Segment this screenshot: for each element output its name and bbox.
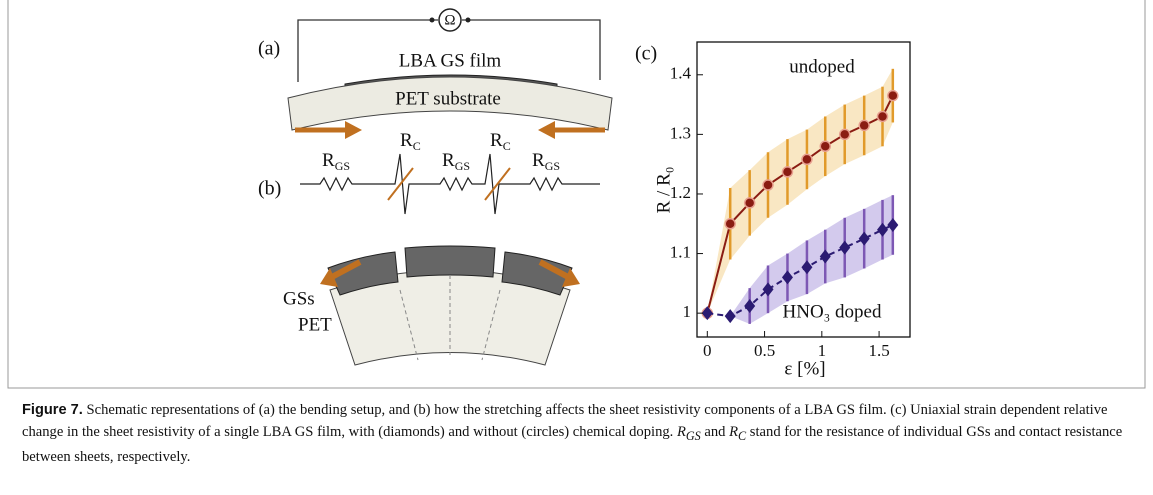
r-base: R bbox=[532, 150, 545, 171]
symbol: RC bbox=[729, 423, 747, 443]
r-gs: RGS bbox=[322, 150, 350, 172]
marker bbox=[887, 89, 899, 102]
arrow bbox=[538, 121, 555, 139]
marker bbox=[762, 282, 774, 297]
variable-arrow bbox=[387, 167, 511, 201]
gs-sheet bbox=[327, 251, 399, 296]
x-tick-label: 1 bbox=[818, 341, 827, 360]
marker bbox=[762, 179, 774, 191]
panel-label: (b) bbox=[258, 178, 281, 200]
terminal bbox=[429, 17, 435, 23]
marker bbox=[724, 218, 736, 230]
marker bbox=[801, 260, 813, 275]
gs-sheet bbox=[404, 245, 496, 278]
marker bbox=[781, 166, 794, 178]
y-tick-label: 1.4 bbox=[670, 64, 692, 83]
error-band bbox=[707, 195, 893, 324]
pet-substrate bbox=[287, 76, 613, 131]
r-sub: GS bbox=[455, 159, 470, 173]
marker bbox=[858, 119, 870, 132]
symbol-sub: GS bbox=[685, 428, 701, 443]
symbol-sub: C bbox=[738, 428, 747, 443]
arrow bbox=[345, 121, 362, 139]
stretched-layers bbox=[320, 245, 580, 366]
annotation: HNO₃ doped bbox=[783, 301, 882, 322]
substrate-label: PET substrate bbox=[395, 88, 501, 109]
resistor-labels: RGS RGS RGS RC RC bbox=[322, 130, 560, 172]
r-gs: RGS bbox=[532, 150, 560, 172]
x-axis-label: ε [%] bbox=[784, 358, 825, 379]
resistor-chain bbox=[300, 153, 600, 215]
r-sub: GS bbox=[335, 159, 350, 173]
symbol: RGS bbox=[676, 423, 701, 443]
caption-label: Figure 7. bbox=[22, 402, 83, 418]
symbol-base: R bbox=[676, 423, 686, 440]
marker bbox=[743, 197, 756, 209]
caption: Figure 7. Schematic representations of (… bbox=[22, 400, 1134, 468]
axes-frame bbox=[696, 41, 911, 338]
r-gs: RGS bbox=[442, 150, 470, 172]
y-tick-label: 1 bbox=[683, 302, 692, 321]
plot: 0 0.5 1 1.5 1 1.1 1.2 1.3 1.4 undoped HNO₃ doped bbox=[670, 41, 911, 360]
r-sub: C bbox=[503, 139, 511, 153]
caption-text: stand for the resistance of individual G… bbox=[22, 423, 1123, 465]
ohm-symbol: Ω bbox=[444, 12, 455, 28]
annotation: undoped bbox=[789, 56, 855, 77]
y-tick-label: 1.3 bbox=[670, 123, 691, 142]
r-base: R bbox=[400, 130, 413, 151]
caption-text: Schematic representations of (a) the ben… bbox=[22, 402, 1108, 440]
r-sub: C bbox=[413, 139, 421, 153]
r-base: R bbox=[490, 130, 503, 151]
marker bbox=[839, 240, 851, 255]
r-sub: GS bbox=[545, 159, 560, 173]
panel-label: (a) bbox=[258, 38, 280, 60]
marker bbox=[887, 217, 899, 232]
r-base: R bbox=[442, 150, 455, 171]
r-c: RC bbox=[490, 130, 511, 152]
wire bbox=[297, 19, 601, 82]
marker bbox=[876, 110, 889, 123]
r-base: R bbox=[322, 150, 335, 171]
marker bbox=[877, 222, 889, 237]
ohmmeter bbox=[438, 8, 462, 32]
marker bbox=[724, 309, 736, 324]
figure: (a) Ω LBA GS film PET substrate (b) RGS … bbox=[7, 0, 1146, 389]
y-tick-label: 1.1 bbox=[670, 242, 691, 261]
pet-label: PET bbox=[298, 314, 332, 335]
marker bbox=[744, 299, 756, 314]
symbol-base: R bbox=[729, 423, 739, 440]
marker bbox=[801, 153, 813, 166]
marker bbox=[838, 128, 851, 141]
gss-label: GSs bbox=[283, 288, 315, 309]
x-tick-label: 0.5 bbox=[754, 341, 775, 360]
caption-text: and bbox=[700, 423, 730, 440]
marker bbox=[819, 249, 831, 264]
y-tick-label: 1.2 bbox=[670, 183, 691, 202]
x-tick-label: 0 bbox=[703, 341, 712, 360]
r-c: RC bbox=[400, 130, 421, 152]
arrow bbox=[562, 268, 580, 287]
marker bbox=[701, 306, 713, 321]
marker bbox=[781, 270, 793, 285]
marker bbox=[858, 231, 870, 246]
x-tick-label: 1.5 bbox=[868, 341, 889, 360]
panel-label: (c) bbox=[635, 43, 657, 65]
figure-frame bbox=[7, 0, 1146, 389]
terminal bbox=[465, 17, 471, 23]
arrow bbox=[538, 259, 572, 281]
arrow bbox=[320, 268, 338, 287]
y-axis-label: R / R₀ bbox=[653, 167, 674, 214]
film-label: LBA GS film bbox=[399, 50, 502, 71]
arrow bbox=[328, 259, 362, 281]
guide-line bbox=[399, 275, 501, 361]
marker bbox=[819, 140, 832, 153]
